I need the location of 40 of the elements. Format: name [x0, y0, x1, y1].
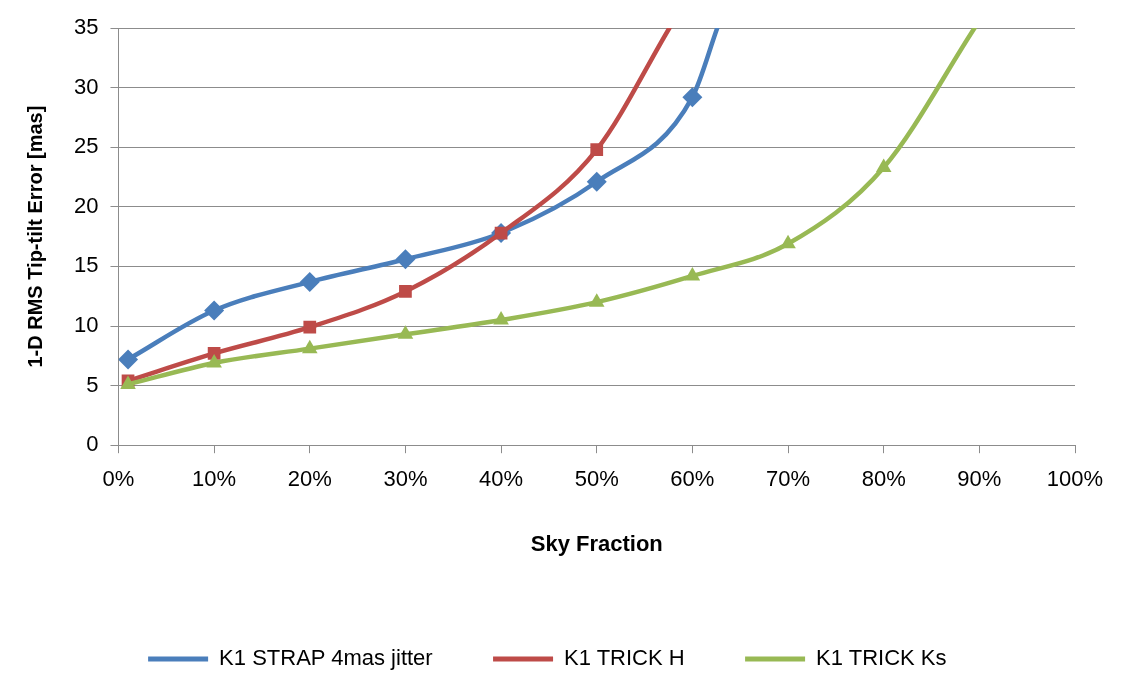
- point: [590, 143, 604, 156]
- y-tick-label: 35: [73, 14, 99, 40]
- y-axis-title: 1-D RMS Tip-tilt Error [mas]: [23, 105, 46, 368]
- point: [684, 266, 701, 281]
- point: [301, 339, 318, 354]
- point: [118, 349, 139, 370]
- point: [206, 353, 222, 368]
- y-tick-label: 5: [86, 371, 99, 397]
- x-tick-label: 60%: [670, 466, 715, 492]
- y-tick-label: 0: [86, 431, 99, 457]
- point: [682, 87, 703, 108]
- x-tick-label: 100%: [1046, 466, 1104, 492]
- x-tick-label: 50%: [574, 466, 619, 492]
- legend-label: K1 TRICK Ks: [816, 645, 947, 671]
- point: [399, 285, 412, 298]
- point: [780, 234, 796, 249]
- point: [395, 249, 416, 270]
- x-axis-title: Sky Fraction: [530, 530, 663, 556]
- y-tick-label: 10: [73, 312, 99, 338]
- point: [588, 293, 605, 307]
- x-tick-label: 90%: [957, 466, 1002, 492]
- point: [299, 271, 320, 292]
- y-tick-label: 20: [73, 192, 99, 218]
- x-tick-label: 0%: [102, 466, 135, 492]
- x-tick-label: 70%: [766, 466, 811, 492]
- y-tick-label: 15: [73, 252, 99, 278]
- point: [493, 311, 509, 325]
- x-tick-label: 30%: [383, 466, 428, 492]
- point: [303, 320, 317, 334]
- point: [397, 325, 414, 339]
- point: [586, 171, 607, 192]
- y-tick-label: 25: [73, 133, 99, 159]
- point: [204, 300, 225, 321]
- y-tick-label: 30: [73, 73, 99, 99]
- legend-label: K1 TRICK H: [564, 645, 685, 671]
- x-tick-label: 80%: [861, 466, 906, 492]
- x-tick-label: 20%: [287, 466, 332, 492]
- x-tick-label: 40%: [479, 466, 524, 492]
- legend-label: K1 STRAP 4mas jitter: [219, 645, 433, 671]
- x-tick-label: 10%: [192, 466, 237, 492]
